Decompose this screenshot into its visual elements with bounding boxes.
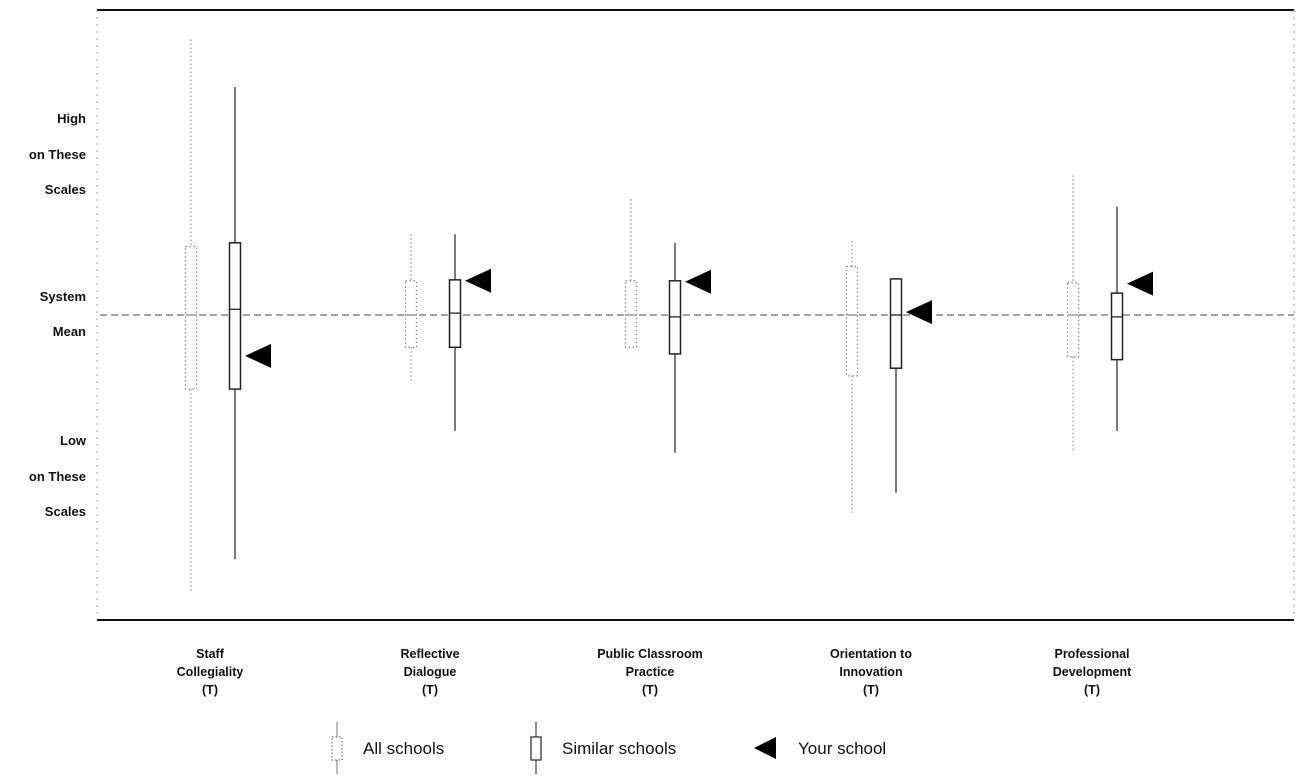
boxplot-series: [184, 39, 1124, 591]
your-school-marker-5: [1127, 271, 1153, 296]
legend-item-1: All schools: [331, 722, 444, 774]
category-label-4-line-1: Orientation to: [830, 647, 912, 661]
similar-schools-box-4-iqr-rect: [889, 278, 903, 369]
legend-item-2: Similar schools: [530, 722, 676, 774]
your-school-marker-1: [245, 343, 271, 368]
legend-label-1: All schools: [363, 739, 444, 758]
all-schools-box-5-iqr-rect: [1066, 282, 1080, 358]
category-label-2-line-3: (T): [422, 683, 438, 697]
your-school-marker-2: [465, 268, 491, 293]
similar-schools-box-1: [228, 87, 242, 560]
category-label-3-line-1: Public Classroom: [597, 647, 703, 661]
category-label-4-line-2: Innovation: [839, 665, 902, 679]
all-schools-box-1-iqr-rect: [184, 245, 198, 390]
your-school-markers: [245, 268, 1153, 368]
y-label-high-1: High: [57, 111, 86, 126]
all-schools-box-3-iqr-rect: [624, 280, 638, 348]
category-label-5-line-2: Development: [1053, 665, 1132, 679]
legend-symbol-similar-schools: [530, 722, 542, 774]
your-school-marker-3: [685, 269, 711, 294]
category-label-2-line-1: Reflective: [400, 647, 459, 661]
plot-frame: [96, 9, 1295, 621]
similar-schools-box-5-iqr-rect: [1110, 292, 1124, 361]
legend-label-3: Your school: [798, 739, 886, 758]
category-label-2-line-2: Dialogue: [404, 665, 457, 679]
all-schools-box-4: [845, 240, 859, 513]
all-schools-box-2: [404, 234, 418, 381]
all-schools-box-1: [184, 39, 198, 591]
all-schools-box-3: [624, 199, 638, 348]
legend: All schools Similar schools Your school: [331, 722, 886, 774]
y-label-mean-2: Mean: [53, 324, 86, 339]
all-schools-box-5: [1066, 175, 1080, 451]
legend-symbol-all-schools: [331, 722, 343, 774]
x-axis-category-labels: Staff Collegiality (T) Reflective Dialogue (T…: [177, 647, 1132, 697]
y-label-low-1: Low: [60, 433, 87, 448]
category-label-1-line-3: (T): [202, 683, 218, 697]
category-label-3-line-2: Practice: [626, 665, 675, 679]
your-school-marker-4: [906, 300, 932, 325]
y-label-high-2: on These: [29, 147, 86, 162]
similar-schools-box-5: [1110, 206, 1124, 431]
y-label-mean-1: System: [40, 289, 86, 304]
category-label-5-line-3: (T): [1084, 683, 1100, 697]
legend-label-2: Similar schools: [562, 739, 676, 758]
y-axis-labels: High on These Scales System Mean Low on These S…: [29, 111, 87, 519]
category-label-1-line-2: Collegiality: [177, 665, 244, 679]
similar-schools-box-1-iqr-rect: [228, 242, 242, 390]
similar-schools-box-2: [448, 234, 462, 431]
category-label-5-line-1: Professional: [1054, 647, 1129, 661]
legend-symbol-all-schools-box: [331, 736, 343, 761]
y-label-low-2: on These: [29, 469, 86, 484]
category-label-4-line-3: (T): [863, 683, 879, 697]
similar-schools-box-3: [668, 242, 682, 453]
legend-symbol-your-school: [754, 737, 776, 759]
category-label-1-line-1: Staff: [196, 647, 225, 661]
all-schools-box-2-iqr-rect: [404, 280, 418, 348]
legend-symbol-similar-schools-box: [530, 736, 542, 761]
legend-item-3: Your school: [754, 737, 886, 759]
similar-schools-box-4: [889, 278, 903, 493]
category-label-3-line-3: (T): [642, 683, 658, 697]
all-schools-box-4-iqr-rect: [845, 265, 859, 377]
y-label-low-3: Scales: [45, 504, 86, 519]
y-label-high-3: Scales: [45, 182, 86, 197]
